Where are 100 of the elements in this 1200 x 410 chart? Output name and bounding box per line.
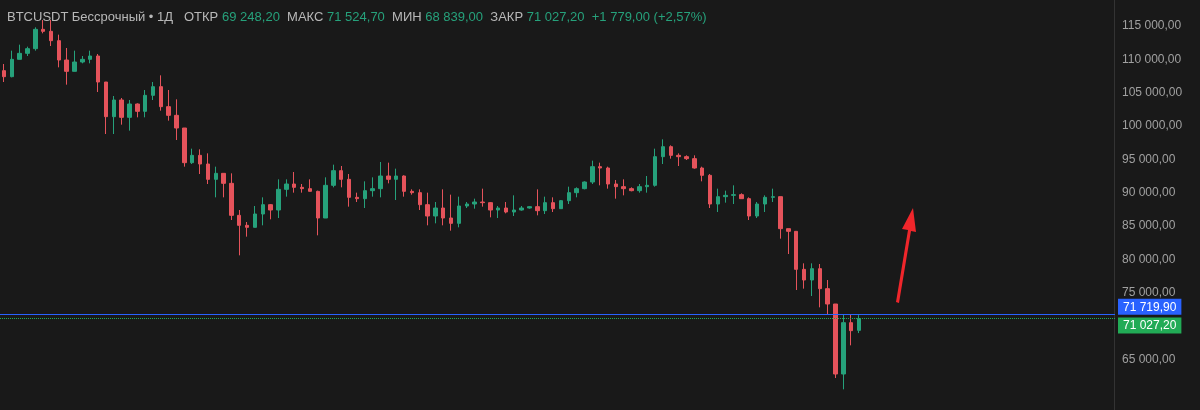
candlestick [810, 262, 814, 297]
candlestick [347, 173, 351, 208]
candlestick [841, 314, 846, 390]
candlestick [645, 175, 649, 194]
candlestick [316, 190, 320, 236]
ref-line-label: 71 719,90 [1123, 299, 1177, 314]
candlestick [80, 55, 85, 64]
candlestick [527, 205, 532, 210]
candlestick [465, 201, 469, 209]
candlestick [151, 81, 155, 101]
candlestick [488, 201, 493, 218]
candlestick [72, 50, 77, 72]
candlestick [857, 314, 861, 334]
y-tick-label: 105 000,00 [1122, 85, 1183, 99]
candlestick [723, 190, 728, 204]
candlestick [425, 192, 430, 226]
candlestick [472, 198, 477, 210]
candlestick [143, 89, 147, 118]
candlestick [567, 186, 571, 205]
candlestick [127, 99, 132, 132]
candlestick [519, 205, 524, 212]
candlestick [551, 196, 555, 213]
candlestick [598, 162, 602, 186]
y-tick-label: 75 000,00 [1122, 285, 1176, 299]
candlestick [166, 89, 171, 122]
candlestick [17, 44, 22, 60]
candlestick [637, 183, 642, 194]
ref-line-label: 71 027,20 [1123, 318, 1177, 333]
candlestick [543, 196, 547, 215]
candlestick [676, 152, 681, 167]
y-tick-label: 95 000,00 [1122, 151, 1176, 166]
candlestick [716, 188, 720, 213]
candlestick [119, 97, 124, 126]
candlestick [684, 154, 689, 161]
candlestick [49, 19, 53, 47]
candlestick [221, 172, 226, 198]
candlestick [512, 194, 516, 217]
y-tick-label: 115 000,00 [1122, 18, 1182, 33]
candlestick [292, 171, 296, 194]
candlestick [284, 178, 289, 198]
candlestick [261, 196, 265, 226]
candlestick [276, 178, 281, 219]
candlestick [370, 176, 375, 198]
candlestick [229, 172, 234, 221]
candlestick [818, 263, 822, 308]
candlestick [755, 201, 759, 219]
candlestick [378, 161, 383, 198]
candlestick [190, 148, 194, 165]
candlestick [669, 144, 673, 160]
candlestick [112, 95, 116, 135]
candlestick [700, 166, 704, 182]
candlestick [355, 192, 359, 203]
y-tick-label: 110 000,00 [1122, 51, 1182, 66]
y-tick-label: 85 000,00 [1122, 218, 1176, 233]
candlestick [135, 102, 140, 118]
candlestick [802, 262, 806, 290]
candlestick [496, 205, 500, 219]
candlestick [771, 188, 775, 203]
candlestick [2, 63, 6, 83]
candlestick [731, 184, 736, 205]
candlestick [394, 168, 398, 201]
candlestick [253, 205, 257, 228]
candlestick [825, 279, 830, 316]
candlestick [739, 192, 744, 200]
candlestick [159, 74, 163, 112]
candlestick [590, 160, 595, 185]
candlestick [308, 178, 312, 192]
y-tick-label: 80 000,00 [1122, 251, 1176, 266]
candlestick [849, 314, 853, 346]
candlestick [33, 26, 38, 52]
candlestick [64, 47, 69, 86]
candlestick [182, 127, 187, 168]
y-tick-label: 100 000,00 [1122, 118, 1183, 133]
candlestick [402, 174, 406, 198]
candlestick [441, 188, 445, 226]
y-tick-label: 65 000,00 [1122, 351, 1176, 366]
candlestick [96, 53, 100, 93]
candlestick [268, 203, 273, 220]
candlestick [449, 194, 453, 232]
candlestick [535, 188, 540, 216]
candlestick [763, 194, 767, 213]
candlestick [833, 303, 838, 379]
candlestick [480, 188, 485, 208]
candlestick [418, 188, 422, 211]
candlestick [794, 230, 798, 291]
candlestick [692, 154, 697, 170]
candlestick [206, 152, 210, 185]
candlestick [574, 186, 579, 198]
candlestick [174, 98, 179, 141]
candlestick [386, 162, 391, 184]
candlestick [41, 19, 45, 34]
text: 69 248,20 МАКС 71 524,70 МИН 68 839,00 ЗАКР 71 027,20 +1 779,00 (+2,57%) [222, 9, 707, 24]
candlestick [582, 180, 587, 190]
candlestick [323, 176, 328, 219]
candlestick [57, 34, 61, 68]
candlestick [433, 201, 438, 224]
candlestick [708, 173, 712, 209]
candlestick [339, 165, 343, 188]
candlestick [457, 196, 461, 228]
candlestick [653, 148, 657, 188]
